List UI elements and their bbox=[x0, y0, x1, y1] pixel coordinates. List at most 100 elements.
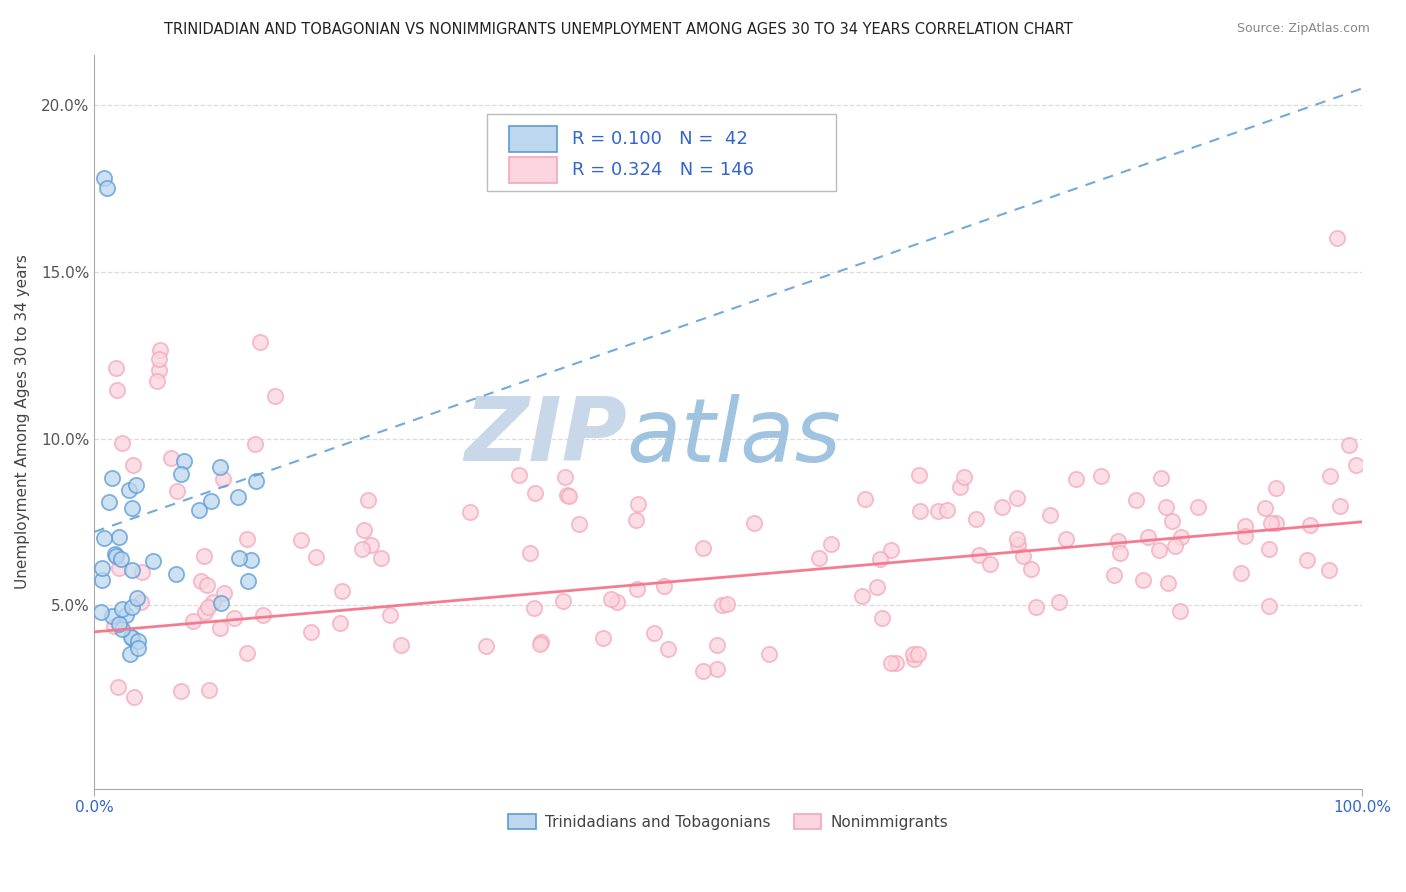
Text: ZIP: ZIP bbox=[464, 393, 627, 480]
Point bbox=[111, 602, 134, 616]
Point bbox=[91, 561, 114, 575]
Point bbox=[1168, 604, 1191, 618]
Point bbox=[165, 567, 187, 582]
Point bbox=[101, 470, 124, 484]
Point bbox=[1157, 576, 1180, 591]
Point bbox=[908, 467, 931, 482]
Point bbox=[880, 656, 903, 670]
Point bbox=[1066, 472, 1088, 486]
Point bbox=[1090, 469, 1112, 483]
Point bbox=[558, 489, 581, 503]
Point bbox=[209, 621, 232, 635]
Point bbox=[1229, 566, 1251, 580]
Point bbox=[129, 594, 152, 608]
Point bbox=[240, 552, 263, 566]
Point bbox=[1109, 546, 1132, 560]
Point bbox=[952, 469, 974, 483]
Point bbox=[1339, 438, 1361, 452]
FancyBboxPatch shape bbox=[509, 157, 557, 183]
Point bbox=[903, 647, 925, 661]
Point bbox=[212, 586, 235, 600]
Point bbox=[626, 582, 648, 596]
Point bbox=[903, 651, 925, 665]
Point bbox=[519, 545, 541, 559]
Point bbox=[209, 596, 232, 610]
Point bbox=[1021, 562, 1043, 576]
Point bbox=[148, 352, 170, 367]
Point bbox=[122, 690, 145, 705]
Point bbox=[1264, 481, 1286, 495]
Point bbox=[652, 579, 675, 593]
FancyBboxPatch shape bbox=[488, 114, 837, 191]
Point bbox=[195, 577, 218, 591]
Point bbox=[711, 598, 734, 612]
Point bbox=[1260, 516, 1282, 530]
Point bbox=[159, 451, 181, 466]
Point bbox=[105, 383, 128, 397]
Point bbox=[226, 491, 249, 505]
Point bbox=[991, 500, 1014, 515]
Point bbox=[142, 554, 165, 568]
Point bbox=[121, 501, 143, 516]
Text: TRINIDADIAN AND TOBAGONIAN VS NONIMMIGRANTS UNEMPLOYMENT AMONG AGES 30 TO 34 YEA: TRINIDADIAN AND TOBAGONIAN VS NONIMMIGRA… bbox=[165, 22, 1073, 37]
Point bbox=[131, 565, 153, 579]
Point bbox=[1011, 549, 1033, 563]
Point bbox=[96, 181, 118, 195]
Point bbox=[927, 504, 949, 518]
Point bbox=[1187, 500, 1209, 515]
Point bbox=[935, 502, 957, 516]
Point bbox=[111, 622, 134, 636]
Point bbox=[353, 523, 375, 537]
Point bbox=[93, 531, 115, 545]
Point bbox=[592, 631, 614, 645]
Point bbox=[104, 547, 127, 561]
Point bbox=[1107, 533, 1129, 548]
Point bbox=[188, 502, 211, 516]
FancyBboxPatch shape bbox=[509, 127, 557, 152]
Point bbox=[1319, 469, 1341, 483]
Point bbox=[108, 617, 131, 632]
Point bbox=[1233, 529, 1256, 543]
Point bbox=[1047, 595, 1070, 609]
Point bbox=[125, 591, 148, 605]
Point bbox=[869, 552, 891, 566]
Point bbox=[1039, 508, 1062, 523]
Point bbox=[330, 584, 353, 599]
Point bbox=[1295, 552, 1317, 566]
Point bbox=[208, 460, 231, 475]
Point bbox=[105, 360, 128, 375]
Text: Source: ZipAtlas.com: Source: ZipAtlas.com bbox=[1237, 22, 1371, 36]
Point bbox=[127, 634, 149, 648]
Point bbox=[872, 610, 894, 624]
Point bbox=[252, 607, 274, 622]
Point bbox=[118, 483, 141, 498]
Point bbox=[568, 516, 591, 531]
Point bbox=[149, 343, 172, 357]
Point bbox=[378, 607, 401, 622]
Point bbox=[146, 374, 169, 388]
Point bbox=[1163, 540, 1185, 554]
Point bbox=[329, 615, 352, 630]
Point bbox=[627, 497, 650, 511]
Point bbox=[236, 574, 259, 589]
Point bbox=[758, 647, 780, 661]
Point bbox=[551, 594, 574, 608]
Point bbox=[127, 640, 149, 655]
Point bbox=[202, 594, 225, 608]
Point bbox=[907, 647, 929, 661]
Point bbox=[389, 639, 412, 653]
Point bbox=[194, 605, 217, 619]
Point bbox=[370, 551, 392, 566]
Point bbox=[118, 647, 141, 661]
Point bbox=[236, 532, 259, 546]
Point bbox=[193, 549, 215, 563]
Point bbox=[1132, 573, 1154, 587]
Point bbox=[290, 533, 312, 547]
Point bbox=[263, 389, 285, 403]
Point bbox=[121, 599, 143, 614]
Point bbox=[1170, 530, 1192, 544]
Point bbox=[1258, 599, 1281, 613]
Point bbox=[851, 589, 873, 603]
Point bbox=[820, 537, 842, 551]
Point bbox=[90, 573, 112, 587]
